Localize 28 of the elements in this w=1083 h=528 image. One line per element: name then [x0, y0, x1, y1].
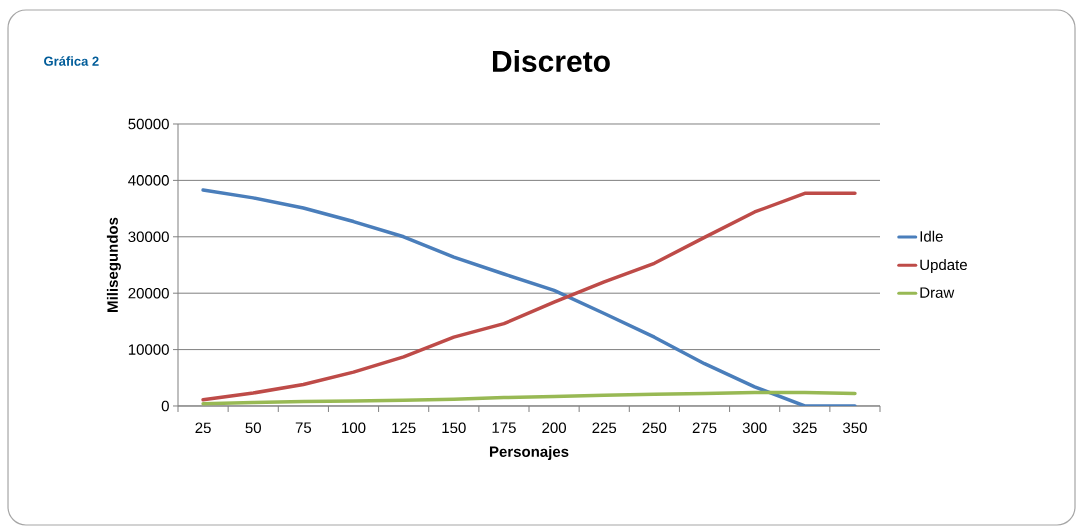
line-series	[201, 390, 857, 406]
x-tick-label: 225	[592, 422, 617, 434]
y-tick-label: 10000	[128, 344, 169, 355]
x-tick-label: 200	[542, 422, 566, 434]
y-tick-label: 40000	[128, 175, 169, 186]
legend-label: Draw	[920, 287, 955, 298]
legend-label: Update	[920, 259, 967, 274]
y-tick-label: 50000	[128, 118, 169, 130]
y-tick-label: 30000	[128, 231, 169, 243]
x-tick-label: 250	[642, 422, 667, 434]
chart-title: Discreto	[492, 49, 610, 73]
y-tick-label: 0	[161, 400, 169, 412]
x-tick-label: 25	[195, 422, 211, 434]
x-tick-label: 275	[692, 422, 717, 434]
x-tick-label: 150	[442, 422, 466, 434]
text: Gráfica 2	[44, 56, 99, 66]
x-axis-title: Personajes	[489, 445, 569, 460]
x-tick-label: 325	[792, 422, 817, 434]
x-tick-label: 50	[245, 422, 261, 434]
x-tick-label: 125	[392, 422, 416, 434]
x-tick-label: 175	[492, 422, 516, 433]
legend-label: Idle	[920, 230, 943, 242]
x-tick-label: 350	[843, 422, 867, 434]
x-tick-label: 300	[742, 422, 767, 434]
x-tick-label: 75	[295, 422, 312, 433]
y-tick-label: 20000	[128, 287, 169, 299]
y-axis-title: Milisegundos	[106, 217, 121, 312]
x-tick-label: 100	[342, 422, 366, 434]
